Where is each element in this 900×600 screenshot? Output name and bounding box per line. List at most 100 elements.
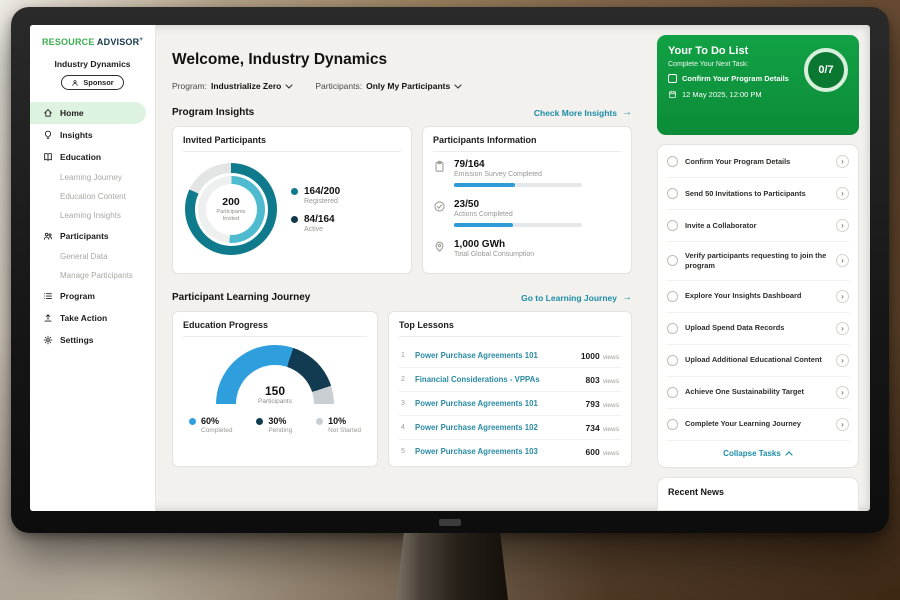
lesson-title-link[interactable]: Power Purchase Agreements 101 <box>415 399 538 408</box>
lesson-title-link[interactable]: Financial Considerations - VPPAs <box>415 375 540 384</box>
app-logo: RESOURCE ADVISOR+ <box>30 37 155 47</box>
program-filter[interactable]: Program: Industrialize Zero <box>172 81 293 91</box>
sponsor-badge[interactable]: Sponsor <box>61 75 123 90</box>
collapse-tasks-label: Collapse Tasks <box>723 449 781 458</box>
todo-progress-value: 0/7 <box>818 64 833 76</box>
card-title: Participants Information <box>433 135 621 152</box>
lightbulb-icon <box>43 130 53 140</box>
task-row[interactable]: Achieve One Sustainability Target › <box>667 377 849 409</box>
sidebar-item-label: Home <box>60 108 84 118</box>
legend-pending: 30% Pending <box>256 416 292 434</box>
sidebar-item-participants[interactable]: Participants <box>30 225 155 247</box>
people-icon <box>43 231 53 241</box>
go-to-learning-journey-link[interactable]: Go to Learning Journey → <box>521 292 632 303</box>
task-row[interactable]: Verify participants requesting to join t… <box>667 242 849 281</box>
dashboard-screen: RESOURCE ADVISOR+ Industry Dynamics Spon… <box>30 25 870 511</box>
task-checkbox[interactable] <box>667 255 678 266</box>
task-row[interactable]: Send 50 Invitations to Participants › <box>667 178 849 210</box>
legend-value: 60% <box>201 416 232 426</box>
sidebar-item-label: Program <box>60 291 95 301</box>
task-checkbox[interactable] <box>667 188 678 199</box>
invited-donut-chart: 200 Participants Invited <box>185 163 277 255</box>
participants-filter-label: Participants: <box>315 81 362 91</box>
person-icon <box>71 79 79 87</box>
lesson-title-link[interactable]: Power Purchase Agreements 103 <box>415 447 538 456</box>
recent-news-card: Recent News <box>657 477 859 511</box>
lesson-row: 5 Power Purchase Agreements 103 600views <box>399 440 621 463</box>
program-insights-section-header: Program Insights Check More Insights → <box>172 107 632 118</box>
sidebar-item-insights[interactable]: Insights <box>30 124 155 146</box>
stat-value: 79/164 <box>454 159 582 170</box>
chevron-right-icon[interactable]: › <box>836 290 849 303</box>
legend-active: 84/164 Active <box>291 214 340 233</box>
stat-global-consumption: 1,000 GWh Total Global Consumption <box>433 239 621 258</box>
legend-dot <box>189 418 196 425</box>
lesson-title-link[interactable]: Power Purchase Agreements 101 <box>415 351 538 360</box>
task-label: Upload Additional Educational Content <box>685 355 829 365</box>
sidebar-item-home[interactable]: Home <box>30 102 146 124</box>
education-progress-card: Education Progress 150 Participants <box>172 311 378 467</box>
legend-label: Completed <box>201 427 232 434</box>
task-checkbox[interactable] <box>667 291 678 302</box>
card-title: Top Lessons <box>399 320 621 337</box>
top-lessons-card: Top Lessons 1 Power Purchase Agreements … <box>388 311 632 467</box>
chevron-right-icon[interactable]: › <box>836 386 849 399</box>
chevron-right-icon[interactable]: › <box>836 354 849 367</box>
lesson-views-label: views <box>603 378 619 385</box>
gauge-legend: 60% Completed 30% Pending <box>183 416 367 434</box>
participants-filter[interactable]: Participants: Only My Participants <box>315 81 462 91</box>
sidebar-item-settings[interactable]: Settings <box>30 329 155 351</box>
donut-center-value: 200 <box>222 196 240 208</box>
chevron-right-icon[interactable]: › <box>836 219 849 232</box>
program-filter-label: Program: <box>172 81 207 91</box>
chevron-right-icon[interactable]: › <box>836 322 849 335</box>
task-checkbox[interactable] <box>667 387 678 398</box>
task-row[interactable]: Upload Additional Educational Content › <box>667 345 849 377</box>
home-icon <box>43 108 53 118</box>
chevron-right-icon[interactable]: › <box>836 187 849 200</box>
lesson-title-link[interactable]: Power Purchase Agreements 102 <box>415 423 538 432</box>
lesson-views: 600 <box>586 447 600 457</box>
donut-center: 200 Participants Invited <box>206 184 257 235</box>
chevron-up-icon <box>785 451 793 456</box>
checkbox[interactable] <box>668 74 677 83</box>
map-pin-icon <box>433 240 446 253</box>
gauge-center: 150 Participants <box>216 384 334 404</box>
lesson-row: 4 Power Purchase Agreements 102 734views <box>399 416 621 440</box>
task-checkbox[interactable] <box>667 156 678 167</box>
list-icon <box>43 291 53 301</box>
task-checkbox[interactable] <box>667 419 678 430</box>
chevron-right-icon[interactable]: › <box>836 418 849 431</box>
task-row[interactable]: Complete Your Learning Journey › <box>667 409 849 441</box>
sidebar-item-learning-insights[interactable]: Learning Insights <box>30 206 155 225</box>
task-label: Verify participants requesting to join t… <box>685 251 829 271</box>
task-row[interactable]: Explore Your Insights Dashboard › <box>667 281 849 313</box>
chevron-right-icon[interactable]: › <box>836 254 849 267</box>
chevron-right-icon[interactable]: › <box>836 155 849 168</box>
sidebar-item-take-action[interactable]: Take Action <box>30 307 155 329</box>
task-checkbox[interactable] <box>667 355 678 366</box>
sidebar-item-label: Education <box>60 152 101 162</box>
todo-next-task[interactable]: Confirm Your Program Details <box>668 74 813 83</box>
sidebar-item-learning-journey[interactable]: Learning Journey <box>30 168 155 187</box>
stat-emission-survey: 79/164 Emission Survey Completed <box>433 159 621 187</box>
sidebar-item-general-data[interactable]: General Data <box>30 247 155 266</box>
task-row[interactable]: Confirm Your Program Details › <box>667 146 849 178</box>
program-filter-value: Industrialize Zero <box>211 81 281 91</box>
sidebar-item-manage-participants[interactable]: Manage Participants <box>30 266 155 285</box>
task-row[interactable]: Invite a Collaborator › <box>667 210 849 242</box>
task-checkbox[interactable] <box>667 220 678 231</box>
task-row[interactable]: Upload Spend Data Records › <box>667 313 849 345</box>
task-label: Explore Your Insights Dashboard <box>685 291 829 301</box>
org-name: Industry Dynamics <box>30 59 155 69</box>
sidebar-item-education-content[interactable]: Education Content <box>30 187 155 206</box>
logo-advisor: ADVISOR <box>97 37 139 47</box>
monitor: RESOURCE ADVISOR+ Industry Dynamics Spon… <box>11 7 889 533</box>
sidebar-item-program[interactable]: Program <box>30 285 155 307</box>
learning-journey-section-header: Participant Learning Journey Go to Learn… <box>172 292 632 303</box>
sidebar-item-education[interactable]: Education <box>30 146 155 168</box>
education-progress-gauge: 150 Participants <box>216 345 334 404</box>
collapse-tasks-link[interactable]: Collapse Tasks <box>667 441 849 466</box>
check-more-insights-link[interactable]: Check More Insights → <box>534 107 632 118</box>
task-checkbox[interactable] <box>667 323 678 334</box>
